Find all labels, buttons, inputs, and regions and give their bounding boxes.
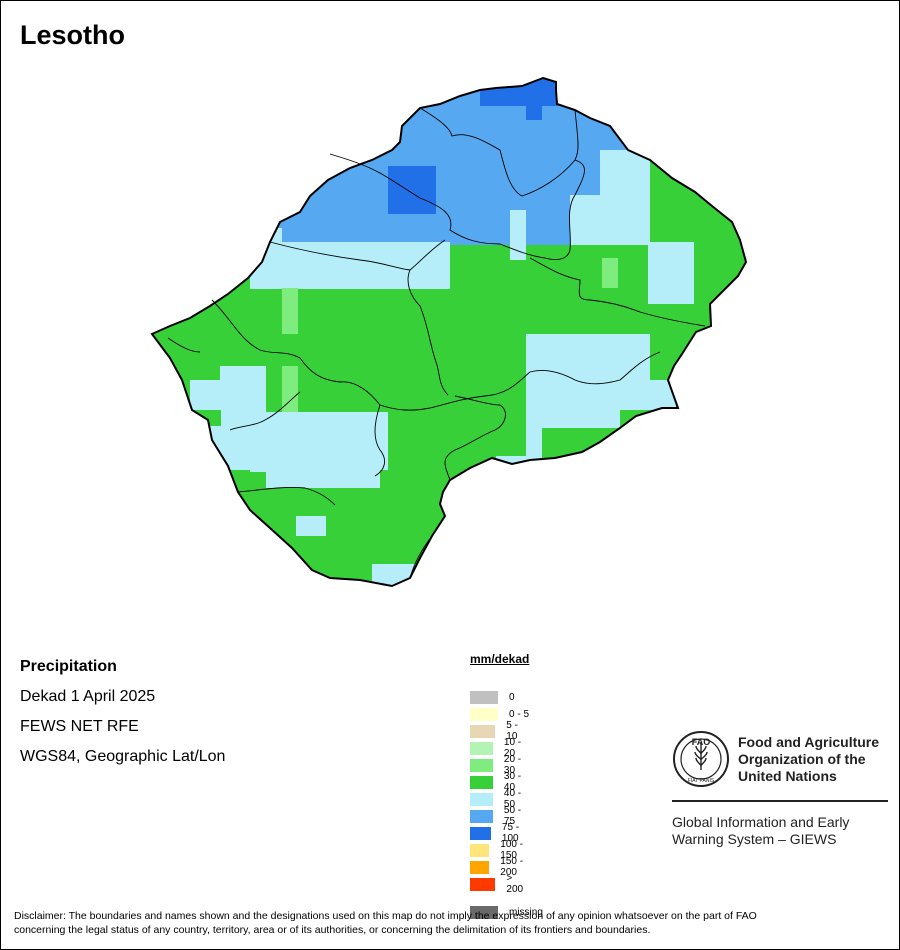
info-heading: Precipitation bbox=[20, 658, 117, 675]
raster-cells bbox=[152, 78, 746, 586]
legend-row: 50 - 75 bbox=[470, 805, 529, 827]
legend-label: 75 - 100 bbox=[501, 822, 520, 844]
legend-label: 150 - 200 bbox=[500, 856, 524, 878]
district-boundaries bbox=[167, 107, 706, 579]
legend-swatch bbox=[470, 792, 493, 806]
fao-name-line: Food and Agriculture bbox=[738, 734, 880, 750]
precipitation-map bbox=[151, 77, 747, 587]
legend-label: 30 - 40 bbox=[503, 771, 522, 793]
legend-swatch bbox=[470, 877, 496, 891]
legend-row: 10 - 20 bbox=[470, 737, 529, 759]
legend-swatch bbox=[470, 724, 496, 738]
legend-label: 10 - 20 bbox=[503, 737, 522, 759]
fao-name: Food and Agriculture Organization of the… bbox=[738, 734, 898, 785]
map-info: Precipitation Dekad 1 April 2025 FEWS NE… bbox=[20, 657, 225, 777]
legend-label: 50 - 75 bbox=[503, 805, 522, 827]
legend-row: 5 - 10 bbox=[470, 720, 529, 742]
legend-label: 20 - 30 bbox=[503, 754, 522, 776]
legend-swatch bbox=[470, 843, 490, 857]
legend-swatch bbox=[470, 741, 493, 755]
giews-line: Warning System – GIEWS bbox=[672, 831, 837, 847]
legend-label: 0 - 5 bbox=[509, 708, 530, 720]
fao-name-line: Organization of the bbox=[738, 751, 866, 767]
legend-swatch bbox=[470, 809, 493, 823]
info-source: FEWS NET RFE bbox=[20, 718, 139, 735]
legend-row: 75 - 100 bbox=[470, 822, 529, 844]
info-projection: WGS84, Geographic Lat/Lon bbox=[20, 748, 226, 765]
legend-swatch bbox=[470, 826, 491, 840]
legend-label: 0 bbox=[509, 691, 515, 703]
legend-label: missing bbox=[509, 906, 543, 918]
legend-swatch bbox=[470, 690, 498, 704]
legend-label: 5 - 10 bbox=[506, 720, 518, 742]
disclaimer-line: concerning the legal status of any count… bbox=[14, 924, 651, 936]
giews-line: Global Information and Early bbox=[672, 814, 850, 830]
fao-logo-motto: FIAT PANIS bbox=[688, 778, 715, 784]
disclaimer: Disclaimer: The boundaries and names sho… bbox=[14, 909, 884, 937]
legend: mm/dekad 0 0 - 5 5 - 10 10 - 20 20 - 30 … bbox=[470, 652, 543, 919]
legend-title: mm/dekad bbox=[470, 652, 530, 666]
disclaimer-line: Disclaimer: The boundaries and names sho… bbox=[14, 910, 757, 922]
legend-row: 0 bbox=[470, 690, 515, 704]
legend-swatch bbox=[470, 758, 493, 772]
legend-row: 30 - 40 bbox=[470, 771, 529, 793]
legend-row: 40 - 50 bbox=[470, 788, 529, 810]
fao-logo-letters: FAO bbox=[692, 737, 711, 747]
map-title: Lesotho bbox=[20, 20, 125, 50]
legend-row-missing: missing bbox=[470, 905, 543, 919]
legend-row: 100 - 150 bbox=[470, 839, 529, 861]
legend-row: 150 - 200 bbox=[470, 856, 529, 878]
legend-swatch bbox=[470, 905, 498, 919]
legend-label: > 200 bbox=[506, 873, 524, 895]
legend-row: 0 - 5 bbox=[470, 707, 529, 721]
info-period: Dekad 1 April 2025 bbox=[20, 688, 156, 705]
legend-swatch bbox=[470, 775, 493, 789]
legend-label: 40 - 50 bbox=[503, 788, 522, 810]
legend-swatch bbox=[470, 860, 490, 874]
fao-logo-icon: FAO FIAT PANIS bbox=[673, 731, 729, 787]
legend-label: 100 - 150 bbox=[500, 839, 524, 861]
fao-name-line: United Nations bbox=[738, 768, 837, 784]
legend-row: 20 - 30 bbox=[470, 754, 529, 776]
legend-row: > 200 bbox=[470, 873, 529, 895]
fao-divider bbox=[672, 800, 888, 802]
giews-name: Global Information and Early Warning Sys… bbox=[672, 814, 888, 848]
legend-swatch bbox=[470, 707, 498, 721]
